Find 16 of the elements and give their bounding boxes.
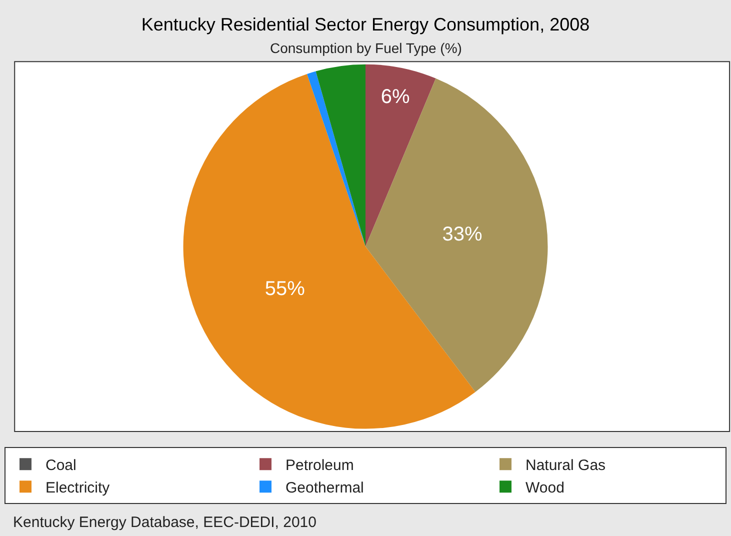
legend-label: Electricity: [46, 479, 110, 496]
chart-subtitle: Consumption by Fuel Type (%): [270, 40, 462, 56]
pie-slice: [316, 64, 366, 247]
data-label: 55%: [264, 278, 306, 300]
pie-slice: [307, 71, 366, 247]
legend-label: Wood: [526, 479, 564, 496]
data-label: 6%: [380, 86, 410, 108]
legend-label: Coal: [46, 456, 76, 474]
chart-title: Kentucky Residential Sector Energy Consumption, 2008: [141, 14, 590, 34]
legend-label: Petroleum: [286, 456, 354, 474]
text: Kentucky Energy Database, EEC-DEDI, 2010: [13, 514, 316, 531]
data-label: 33%: [442, 223, 482, 246]
legend-label: Natural Gas: [526, 456, 606, 474]
pie-slice: [366, 78, 548, 392]
pie-slice: [366, 64, 436, 247]
legend-label: Geothermal: [286, 479, 364, 496]
